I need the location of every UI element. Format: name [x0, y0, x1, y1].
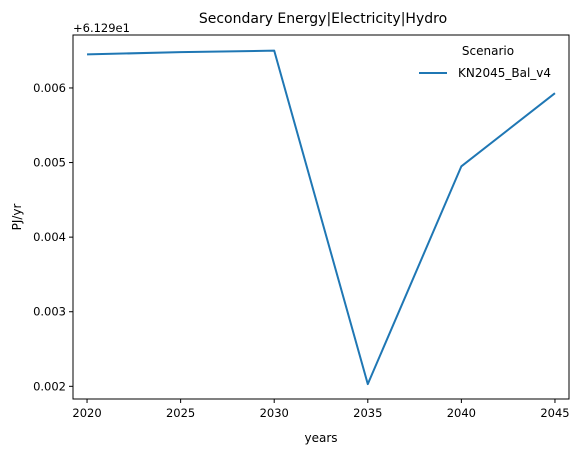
legend-title: Scenario [462, 44, 514, 58]
x-tick-label: 2020 [72, 406, 101, 420]
legend: Scenario KN2045_Bal_v4 [419, 44, 551, 80]
x-tick-label: 2030 [260, 406, 289, 420]
series-layer [87, 49, 556, 386]
y-axis-label: PJ/yr [10, 204, 24, 231]
y-offset-label: +6.129e1 [73, 21, 130, 35]
x-tick-label: 2040 [447, 406, 476, 420]
y-axis-ticks: 0.002 0.003 0.004 0.005 0.006 [33, 81, 73, 393]
x-tick-label: 2025 [166, 406, 195, 420]
chart-title: Secondary Energy|Electricity|Hydro [199, 11, 447, 27]
series-line [87, 49, 556, 386]
y-tick-label: 0.006 [33, 81, 66, 95]
y-tick-label: 0.002 [33, 379, 66, 393]
legend-label: KN2045_Bal_v4 [458, 66, 551, 80]
y-tick-label: 0.003 [33, 305, 66, 319]
x-tick-label: 2045 [540, 406, 569, 420]
y-tick-label: 0.004 [33, 230, 66, 244]
plot-area [72, 34, 570, 400]
x-tick-label: 2035 [353, 406, 382, 420]
x-axis-label: years [304, 431, 337, 445]
y-tick-label: 0.005 [33, 156, 66, 170]
x-axis-ticks: 2020 2025 2030 2035 2040 2045 [72, 399, 570, 420]
